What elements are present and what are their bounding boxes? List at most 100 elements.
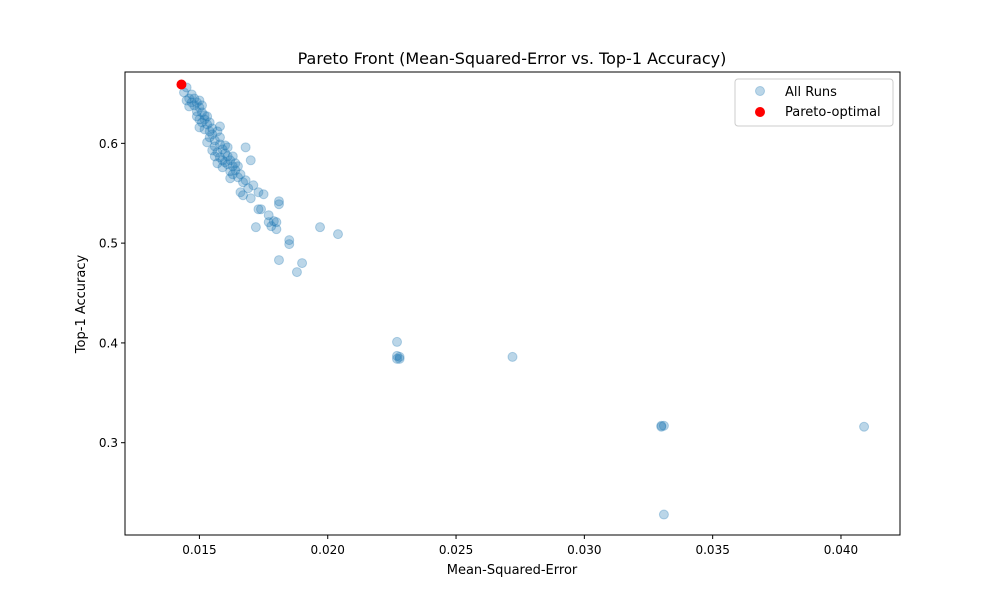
data-point-all-runs: [214, 132, 225, 143]
data-point-all-runs: [273, 199, 284, 210]
data-point-all-runs: [202, 119, 213, 130]
series-pareto-optimal: [176, 79, 187, 90]
data-point-all-runs: [238, 190, 249, 201]
data-point-all-runs: [315, 222, 326, 233]
data-point-all-runs: [222, 151, 233, 162]
x-axis-label: Mean-Squared-Error: [447, 563, 578, 578]
data-point-all-runs: [214, 121, 225, 132]
data-point-all-runs: [202, 111, 213, 122]
data-point-all-runs: [291, 267, 302, 278]
legend: All Runs Pareto-optimal: [734, 78, 894, 127]
data-point-all-runs: [253, 204, 264, 215]
plot-area: [124, 71, 901, 536]
data-point-all-runs: [217, 144, 228, 155]
data-point-all-runs: [227, 169, 238, 180]
data-point-all-runs: [392, 350, 403, 361]
data-point-all-runs: [658, 509, 669, 520]
data-point-all-runs: [217, 155, 228, 166]
data-point-all-runs: [253, 187, 264, 198]
data-point-all-runs: [240, 175, 251, 186]
data-point-all-runs: [243, 183, 254, 194]
data-point-all-runs: [191, 106, 202, 117]
data-point-all-runs: [194, 122, 205, 133]
data-point-all-runs: [184, 101, 195, 112]
data-point-all-runs: [189, 100, 200, 111]
data-point-all-runs: [507, 351, 518, 362]
data-point-all-runs: [196, 100, 207, 111]
data-point-all-runs: [212, 147, 223, 158]
data-point-all-runs: [194, 95, 205, 106]
data-point-all-runs: [656, 420, 667, 431]
data-point-all-runs: [235, 187, 246, 198]
data-point-all-runs: [245, 193, 256, 204]
data-point-all-runs: [232, 172, 243, 183]
data-point-all-runs: [204, 132, 215, 143]
data-point-all-runs: [225, 155, 236, 166]
data-point-all-runs: [194, 102, 205, 113]
data-point-all-runs: [220, 140, 231, 151]
y-tick-label: 0.3: [99, 436, 118, 450]
data-point-all-runs: [209, 151, 220, 162]
data-point-all-runs: [212, 158, 223, 169]
data-point-all-runs: [191, 97, 202, 108]
chart-title: Pareto Front (Mean-Squared-Error vs. Top…: [298, 49, 727, 68]
data-point-all-runs: [394, 351, 405, 362]
legend-marker-all-runs: [755, 86, 765, 96]
y-axis-label: Top-1 Accuracy: [74, 255, 89, 355]
data-point-all-runs: [284, 235, 295, 246]
data-point-all-runs: [263, 217, 274, 228]
data-point-all-runs: [230, 165, 241, 176]
series-all-runs: [179, 82, 870, 520]
data-point-all-runs: [214, 139, 225, 150]
y-axis: 0.3 0.4 0.5 0.6: [99, 137, 125, 450]
x-axis: 0.015 0.020 0.025 0.030 0.035 0.040: [182, 535, 858, 557]
data-point-pareto-optimal: [176, 79, 187, 90]
data-point-all-runs: [199, 110, 210, 121]
data-point-all-runs: [186, 97, 197, 108]
x-tick-label: 0.020: [311, 543, 345, 557]
data-point-all-runs: [273, 255, 284, 266]
data-point-all-runs: [184, 93, 195, 104]
data-point-all-runs: [209, 141, 220, 152]
data-point-all-runs: [222, 142, 233, 153]
x-tick-label: 0.015: [182, 543, 216, 557]
data-point-all-runs: [214, 152, 225, 163]
data-point-all-runs: [240, 142, 251, 153]
data-point-all-runs: [194, 114, 205, 125]
y-tick-label: 0.4: [99, 336, 118, 350]
data-point-all-runs: [191, 111, 202, 122]
data-point-all-runs: [658, 420, 669, 431]
data-point-all-runs: [266, 221, 277, 232]
data-point-all-runs: [332, 229, 343, 240]
data-point-all-runs: [271, 217, 282, 228]
data-point-all-runs: [227, 151, 238, 162]
data-point-all-runs: [196, 117, 207, 128]
data-point-all-runs: [656, 421, 667, 432]
data-point-all-runs: [245, 155, 256, 166]
data-point-all-runs: [859, 421, 870, 432]
data-point-all-runs: [212, 126, 223, 137]
data-point-all-runs: [238, 177, 249, 188]
data-point-all-runs: [220, 148, 231, 159]
legend-label-all-runs: All Runs: [785, 85, 837, 100]
data-point-all-runs: [181, 95, 192, 106]
data-point-all-runs: [207, 129, 218, 140]
data-point-all-runs: [186, 89, 197, 100]
y-tick-label: 0.6: [99, 137, 118, 151]
data-point-all-runs: [199, 124, 210, 135]
data-point-all-runs: [250, 222, 261, 233]
legend-frame: [734, 78, 894, 127]
data-point-all-runs: [207, 145, 218, 156]
data-point-all-runs: [204, 117, 215, 128]
data-point-all-runs: [222, 159, 233, 170]
data-point-all-runs: [284, 239, 295, 250]
data-point-all-runs: [230, 158, 241, 169]
data-point-all-runs: [217, 162, 228, 173]
data-point-all-runs: [207, 123, 218, 134]
x-tick-label: 0.040: [824, 543, 858, 557]
data-point-all-runs: [220, 157, 231, 168]
data-point-all-runs: [199, 114, 210, 125]
data-point-all-runs: [209, 135, 220, 146]
data-point-all-runs: [196, 107, 207, 118]
